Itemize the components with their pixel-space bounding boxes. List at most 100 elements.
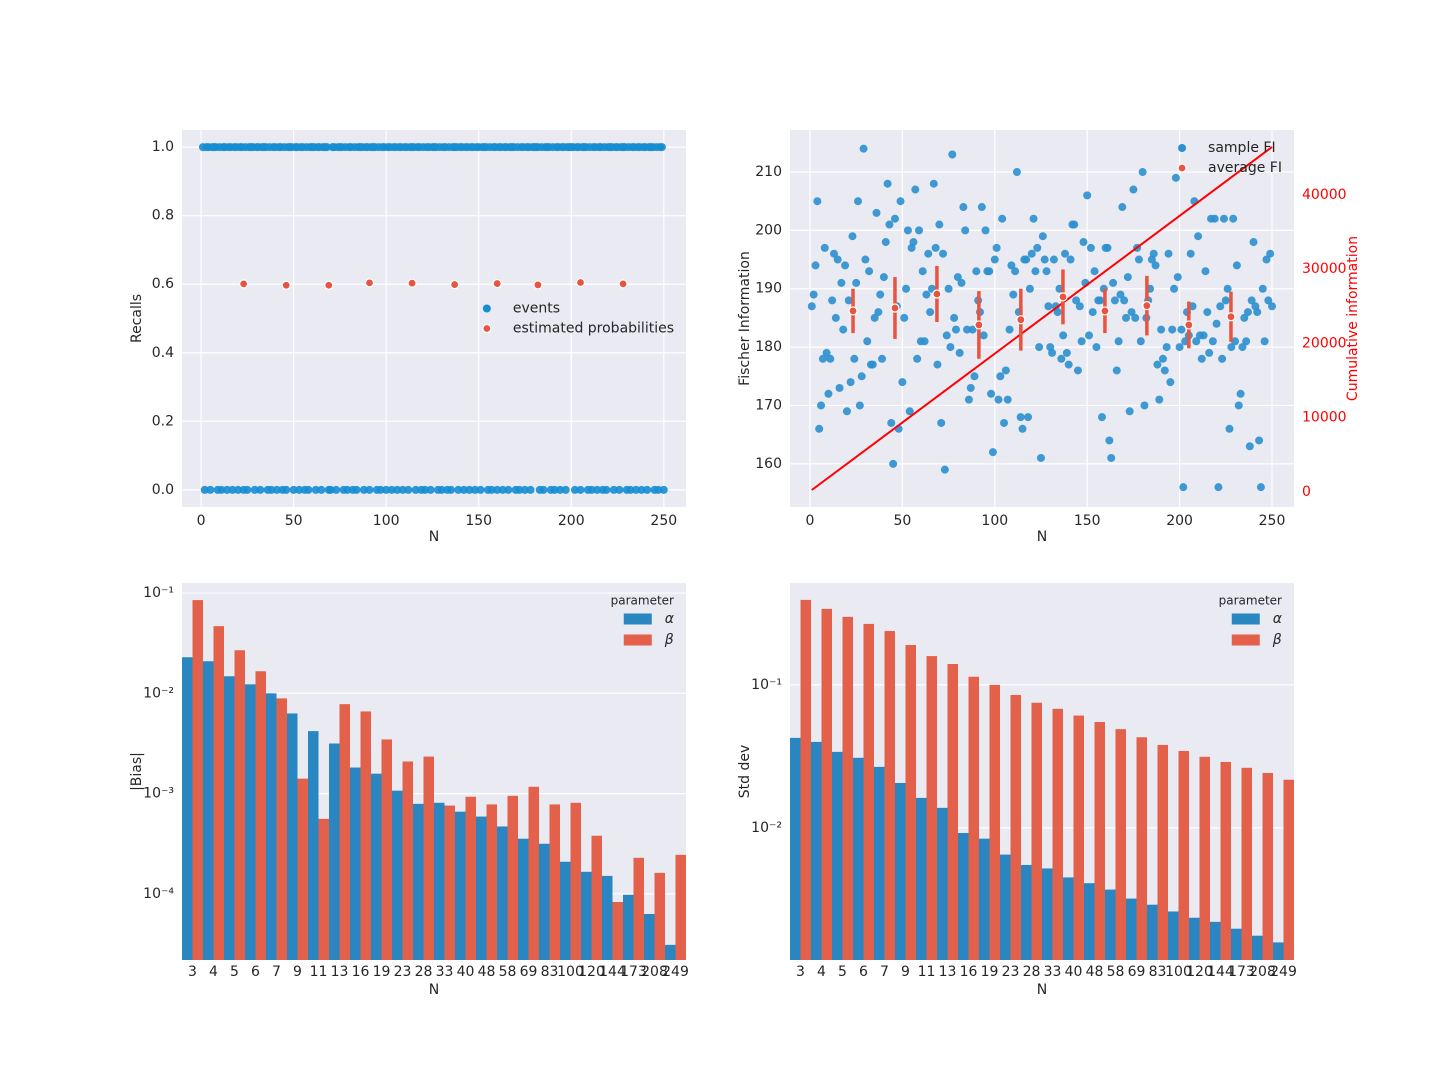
scatter-point [822,348,831,357]
scatter-point [222,485,231,494]
x-tick-label: 173 [1228,964,1255,980]
scatter-point [922,290,931,299]
scatter-point [898,378,907,387]
x-axis-label: N [1037,982,1047,998]
scatter-point [1064,360,1073,369]
bar [1273,942,1284,960]
scatter-point [1018,424,1027,433]
x-tick-label: 69 [520,964,538,980]
y-axis-label: |Bias| [129,752,145,791]
scatter-point [1138,168,1147,177]
scatter-point [1073,366,1082,375]
y-tick-label: 1.0 [152,139,174,155]
x-tick-label: 11 [918,964,936,980]
estimate-point [575,277,586,288]
scatter-point [515,485,524,494]
scatter-point [1158,354,1167,363]
bar [1115,729,1126,960]
scatter-point [387,485,396,494]
scatter-point [878,354,887,363]
scatter-point [1025,284,1034,293]
scatter-point [1253,308,1262,317]
plot-background [182,130,686,507]
bar [884,631,895,960]
scatter-point [1166,378,1175,387]
scatter-point [446,485,455,494]
scatter-point [944,284,953,293]
x-tick-label: 6 [251,964,260,980]
legend-title: parameter [1219,594,1282,608]
scatter-point [1218,354,1227,363]
bar [434,802,445,960]
scatter-point [1083,191,1092,200]
scatter-point [902,284,911,293]
scatter-point [903,226,912,235]
scatter-point [637,485,646,494]
bar [476,816,487,960]
scatter-point [1012,168,1021,177]
bar [1283,779,1294,960]
scatter-point [957,278,966,287]
scatter-point [359,485,368,494]
scatter-point [365,485,374,494]
scatter-point [1123,273,1132,282]
scatter-point [818,354,827,363]
bar [245,684,256,960]
x-tick-label: 13 [939,964,957,980]
scatter-point [217,485,226,494]
scatter-point [918,267,927,276]
scatter-point [909,238,918,247]
bar [213,626,224,960]
scatter-point [1171,173,1180,182]
scatter-point [937,418,946,427]
scatter-point [1129,185,1138,194]
scatter-point [1103,243,1112,252]
scatter-point [504,485,513,494]
scatter-point [1000,418,1009,427]
scatter-point [1044,302,1053,311]
y-tick-label: 10⁻¹ [143,585,174,601]
bar [192,600,203,960]
scatter-point [1027,249,1036,258]
x-tick-label: 33 [436,964,454,980]
scatter-point [861,255,870,264]
scatter-point [1243,308,1252,317]
scatter-point [996,372,1005,381]
scatter-point [1175,343,1184,352]
scatter-point [352,485,361,494]
scatter-point [813,197,822,206]
bar [549,804,560,960]
estimate-point [450,279,460,290]
estimate-point [492,278,502,289]
legend-label: events [513,301,560,317]
legend-marker [1177,163,1187,173]
scatter-point [376,485,385,494]
scatter-point [437,485,446,494]
scatter-point [924,249,933,258]
estimate-point [890,303,900,313]
scatter-point [1266,249,1275,258]
scatter-point [981,226,990,235]
scatter-point [1140,401,1149,410]
y-tick-label: 0.0 [152,482,174,498]
scatter-point [1256,483,1265,492]
scatter-point [1086,243,1095,252]
scatter-point [835,383,844,392]
scatter-point [946,343,955,352]
scatter-point [1214,483,1223,492]
scatter-point [1149,249,1158,258]
y-tick-label: 10⁻² [751,820,782,836]
bar [1136,737,1147,960]
scatter-point [487,485,496,494]
scatter-point [520,485,529,494]
x-tick-label: 50 [285,513,303,529]
scatter-point [841,261,850,270]
scatter-point [609,485,618,494]
scatter-point [1110,296,1119,305]
scatter-point [1153,360,1162,369]
bar [266,693,277,960]
scatter-point [887,418,896,427]
estimate-point [407,278,417,288]
x-tick-label: 19 [373,964,391,980]
scatter-point [602,485,611,494]
